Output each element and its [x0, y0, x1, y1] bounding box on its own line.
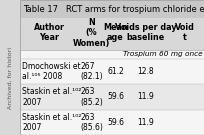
Text: Mean
age: Mean age [103, 23, 128, 42]
Text: Table 17   RCT arms for trospium chloride effect on v: Table 17 RCT arms for trospium chloride … [23, 5, 204, 14]
Text: 11.9: 11.9 [137, 92, 154, 101]
Text: 12.8: 12.8 [137, 67, 154, 76]
Text: Voids per day
baseline: Voids per day baseline [115, 23, 176, 42]
Text: Archived, for histori: Archived, for histori [8, 47, 13, 109]
Text: Staskin et al.¹⁰²
2007: Staskin et al.¹⁰² 2007 [22, 113, 81, 132]
Bar [20, 84, 204, 110]
Text: Void
t: Void t [175, 23, 195, 42]
Text: Staskin et al.¹⁰²
2007: Staskin et al.¹⁰² 2007 [22, 87, 81, 107]
Bar [20, 110, 204, 135]
Bar [20, 59, 204, 84]
Text: 267
(82.1): 267 (82.1) [80, 62, 103, 81]
Text: Author
Year: Author Year [34, 23, 65, 42]
Text: 263
(85.2): 263 (85.2) [80, 87, 103, 107]
Text: 59.6: 59.6 [107, 92, 124, 101]
Bar [20, 0, 204, 18]
Text: 59.6: 59.6 [107, 118, 124, 127]
Bar [20, 18, 204, 50]
Text: Dmochowski et
al.¹⁰⁵ 2008: Dmochowski et al.¹⁰⁵ 2008 [22, 62, 81, 81]
Text: 263
(85.6): 263 (85.6) [80, 113, 103, 132]
Bar [20, 50, 204, 59]
Text: Trospium 60 mg once: Trospium 60 mg once [123, 51, 203, 57]
Text: 11.9: 11.9 [137, 118, 154, 127]
Text: 61.2: 61.2 [107, 67, 124, 76]
Text: N
(%
Women): N (% Women) [73, 18, 110, 48]
